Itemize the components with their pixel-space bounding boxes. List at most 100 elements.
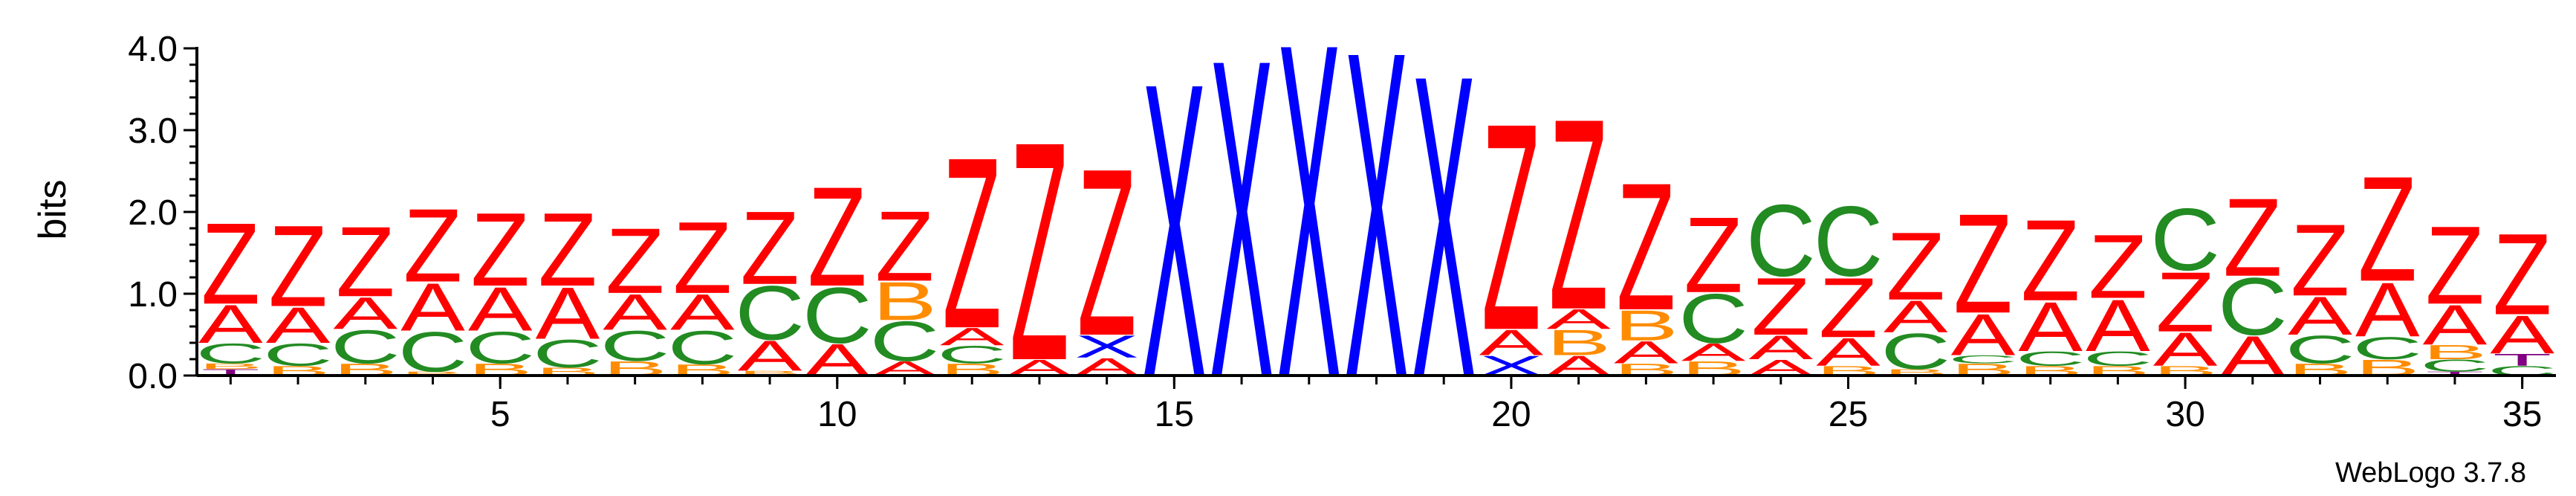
logo-letter-c-pos12: C bbox=[937, 341, 1007, 369]
logo-glyphs: TBCAZBCAZBCAZBCAZBCAZBCAZBCAZBCAZBACZACZ… bbox=[195, 0, 2557, 477]
logo-letter-z-pos2: Z bbox=[268, 202, 327, 331]
logo-letter-a-pos21: A bbox=[1546, 303, 1611, 335]
logo-letter-a-pos3: A bbox=[333, 288, 398, 339]
logo-letter-x-pos14: X bbox=[1074, 329, 1139, 364]
logo-letter-t-pos34: T bbox=[2425, 370, 2484, 377]
logo-letter-a-pos29: A bbox=[2086, 284, 2150, 367]
logo-letter-a-pos4: A bbox=[400, 268, 465, 345]
logo-letter-z-pos8: Z bbox=[673, 202, 732, 315]
logo-letter-a-pos8: A bbox=[670, 284, 736, 341]
logo-letter-z-pos34: Z bbox=[2425, 203, 2484, 328]
logo-letter-z-pos27: Z bbox=[1953, 184, 2012, 343]
logo-letter-z-pos21: Z bbox=[1549, 62, 1608, 367]
logo-letter-a-pos33: A bbox=[2355, 266, 2420, 353]
logo-letter-a-pos24: A bbox=[1748, 329, 1813, 367]
logo-letter-c-pos4: C bbox=[398, 320, 468, 384]
logo-letter-z-pos14: Z bbox=[1077, 118, 1136, 385]
logo-letter-z-pos11: Z bbox=[875, 190, 934, 302]
logo-letter-a-pos27: A bbox=[1951, 301, 2016, 367]
logo-letter-z-pos26: Z bbox=[1886, 212, 1945, 321]
logo-letter-c-pos10: C bbox=[802, 271, 872, 361]
logo-letter-c-pos26: C bbox=[1881, 323, 1950, 381]
logo-letter-c-pos29: C bbox=[2083, 347, 2152, 370]
logo-letter-z-pos3: Z bbox=[336, 206, 395, 318]
y-tick-label: 0.0 bbox=[128, 357, 178, 396]
logo-letter-z-pos23: Z bbox=[1684, 195, 1742, 315]
logo-letter-b-pos11: B bbox=[872, 271, 937, 332]
x-tick-label: 10 bbox=[817, 395, 857, 434]
logo-letter-a-pos9: A bbox=[738, 332, 802, 380]
y-tick-label: 4.0 bbox=[128, 30, 178, 69]
logo-letter-b-pos34: B bbox=[2423, 341, 2488, 364]
logo-letter-z-pos12: Z bbox=[943, 106, 1002, 379]
logo-letter-c-pos3: C bbox=[331, 320, 400, 373]
logo-letter-x-pos17: X bbox=[1276, 0, 1341, 477]
logo-letter-a-pos7: A bbox=[603, 284, 668, 341]
logo-letter-c-pos31: C bbox=[2218, 260, 2288, 352]
y-tick-label: 1.0 bbox=[128, 275, 178, 315]
logo-letter-z-pos7: Z bbox=[606, 209, 664, 313]
logo-letter-x-pos18: X bbox=[1344, 0, 1409, 474]
logo-letter-c-pos33: C bbox=[2352, 330, 2422, 366]
y-axis-label: bits bbox=[31, 180, 74, 240]
logo-letter-z-pos5: Z bbox=[471, 190, 530, 308]
y-tick-label: 2.0 bbox=[128, 193, 178, 233]
logo-letter-b-pos1: B bbox=[198, 362, 263, 371]
logo-letter-c-pos27: C bbox=[1948, 353, 2018, 366]
logo-letter-x-pos19: X bbox=[1412, 0, 1476, 468]
logo-letter-z-pos33: Z bbox=[2358, 144, 2417, 312]
logo-letter-c-pos23: C bbox=[1678, 280, 1748, 358]
logo-letter-a-pos25: A bbox=[1816, 330, 1881, 375]
logo-letter-a-pos30: A bbox=[2153, 323, 2218, 376]
logo-letter-a-pos1: A bbox=[198, 294, 263, 355]
logo-letter-z-pos9: Z bbox=[740, 189, 799, 306]
logo-letter-c-pos25: C bbox=[1814, 186, 1884, 297]
logo-letter-a-pos6: A bbox=[536, 271, 600, 355]
logo-letter-c-pos2: C bbox=[263, 337, 333, 373]
logo-letter-z-pos1: Z bbox=[201, 199, 260, 329]
logo-letter-a-pos28: A bbox=[2018, 288, 2083, 367]
logo-letter-z-pos4: Z bbox=[403, 187, 462, 304]
logo-letter-a-pos35: A bbox=[2490, 304, 2554, 365]
logo-letter-a-pos23: A bbox=[1681, 338, 1747, 367]
x-tick-label: 15 bbox=[1155, 395, 1194, 434]
logo-letter-c-pos11: C bbox=[870, 309, 940, 373]
logo-letter-a-pos32: A bbox=[2288, 286, 2352, 347]
logo-letter-a-pos20: A bbox=[1479, 322, 1544, 363]
y-tick-label: 3.0 bbox=[128, 112, 178, 151]
logo-letter-a-pos22: A bbox=[1614, 335, 1678, 370]
logo-letter-z-pos31: Z bbox=[2223, 175, 2282, 300]
logo-letter-z-pos35: Z bbox=[2493, 210, 2551, 339]
logo-letter-z-pos13: Z bbox=[1010, 76, 1068, 425]
logo-letter-z-pos32: Z bbox=[2291, 204, 2349, 318]
logo-letter-a-pos34: A bbox=[2423, 293, 2488, 357]
logo-letter-c-pos24: C bbox=[1746, 184, 1816, 297]
x-tick-label: 20 bbox=[1491, 395, 1531, 434]
logo-letter-z-pos28: Z bbox=[2021, 196, 2080, 326]
logo-letter-c-pos9: C bbox=[735, 269, 805, 356]
logo-letter-x-pos16: X bbox=[1210, 0, 1274, 472]
logo-letter-z-pos29: Z bbox=[2089, 216, 2147, 318]
logo-letter-z-pos20: Z bbox=[1482, 61, 1540, 392]
logo-letter-a-pos2: A bbox=[266, 297, 331, 355]
logo-axes: 0.0 1.0 2.0 3.0 4.0 5 10 15 20 25 30 35 bbox=[128, 30, 2556, 434]
logo-letter-z-pos6: Z bbox=[538, 190, 597, 308]
weblogo-credit: WebLogo 3.7.8 bbox=[2335, 457, 2526, 489]
logo-letter-c-pos32: C bbox=[2285, 328, 2355, 373]
logo-letter-c-pos6: C bbox=[533, 332, 603, 376]
x-tick-label: 25 bbox=[1829, 395, 1868, 434]
x-tick-label: 30 bbox=[2165, 395, 2204, 434]
logo-letter-b-pos22: B bbox=[1614, 302, 1678, 350]
logo-letter-c-pos8: C bbox=[667, 321, 737, 374]
logo-letter-z-pos22: Z bbox=[1617, 146, 1675, 348]
logo-letter-z-pos24: Z bbox=[1751, 260, 1810, 352]
x-tick-label: 5 bbox=[490, 395, 510, 434]
logo-letter-a-pos12: A bbox=[940, 323, 1005, 351]
logo-letter-c-pos30: C bbox=[2150, 190, 2220, 289]
logo-letter-c-pos1: C bbox=[195, 338, 265, 370]
x-tick-label: 35 bbox=[2502, 395, 2542, 434]
logo-letter-z-pos25: Z bbox=[1819, 260, 1878, 355]
logo-letter-b-pos4: B bbox=[400, 370, 465, 377]
logo-letter-b-pos21: B bbox=[1546, 322, 1611, 363]
